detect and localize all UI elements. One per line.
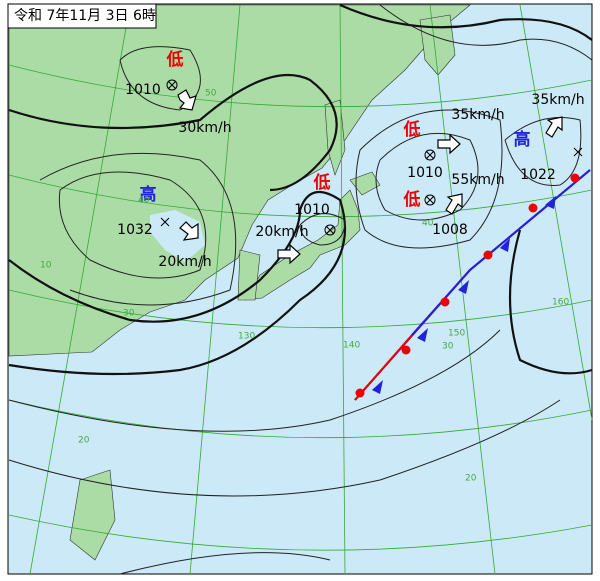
title-box bbox=[7, 3, 157, 29]
speed: 55km/h bbox=[451, 172, 504, 188]
latitude-label: 20 bbox=[465, 474, 477, 484]
stationary-front bbox=[354, 169, 591, 401]
map-title: 令和 7年11月 3日 6時 bbox=[14, 8, 156, 24]
speed: 35km/h bbox=[451, 107, 504, 123]
longitude-label: 130 bbox=[238, 332, 255, 342]
longitude-label: 150 bbox=[448, 329, 465, 339]
pressure: 1010 bbox=[125, 82, 161, 98]
pressure: 1010 bbox=[294, 202, 330, 218]
pressure: 1010 bbox=[407, 165, 443, 181]
longitude-label: 140 bbox=[343, 341, 360, 351]
speed: 30km/h bbox=[178, 120, 231, 136]
latitude-label: 40 bbox=[138, 196, 150, 206]
latitude-label: 50 bbox=[205, 89, 217, 99]
hokkaido bbox=[349, 171, 381, 196]
latitude-label: 10 bbox=[40, 261, 52, 271]
speed: 20km/h bbox=[158, 254, 211, 270]
system-kind: 高 bbox=[140, 184, 157, 205]
japan bbox=[244, 189, 361, 301]
speed: 35km/h bbox=[531, 92, 584, 108]
system-kind: 低 bbox=[313, 172, 331, 193]
system-kind: 高 bbox=[514, 129, 531, 150]
islands bbox=[69, 249, 261, 561]
latitude-label: 30 bbox=[123, 309, 135, 319]
system-kind: 低 bbox=[403, 189, 421, 210]
latitude-label: 20 bbox=[78, 436, 90, 446]
system-kind: 低 bbox=[403, 119, 421, 140]
speed: 20km/h bbox=[255, 224, 308, 240]
pressure: 1008 bbox=[432, 222, 468, 238]
longitude-label: 160 bbox=[552, 298, 569, 308]
arrows bbox=[177, 89, 563, 265]
latitude-label: 40 bbox=[422, 219, 434, 229]
centers bbox=[160, 79, 583, 236]
system-kind: 低 bbox=[166, 49, 184, 70]
isobars bbox=[8, 3, 593, 575]
continent bbox=[8, 4, 471, 357]
kamchatka bbox=[419, 14, 456, 76]
pressure: 1032 bbox=[117, 222, 153, 238]
pressure: 1022 bbox=[520, 167, 556, 183]
latitude-label: 30 bbox=[442, 342, 454, 352]
